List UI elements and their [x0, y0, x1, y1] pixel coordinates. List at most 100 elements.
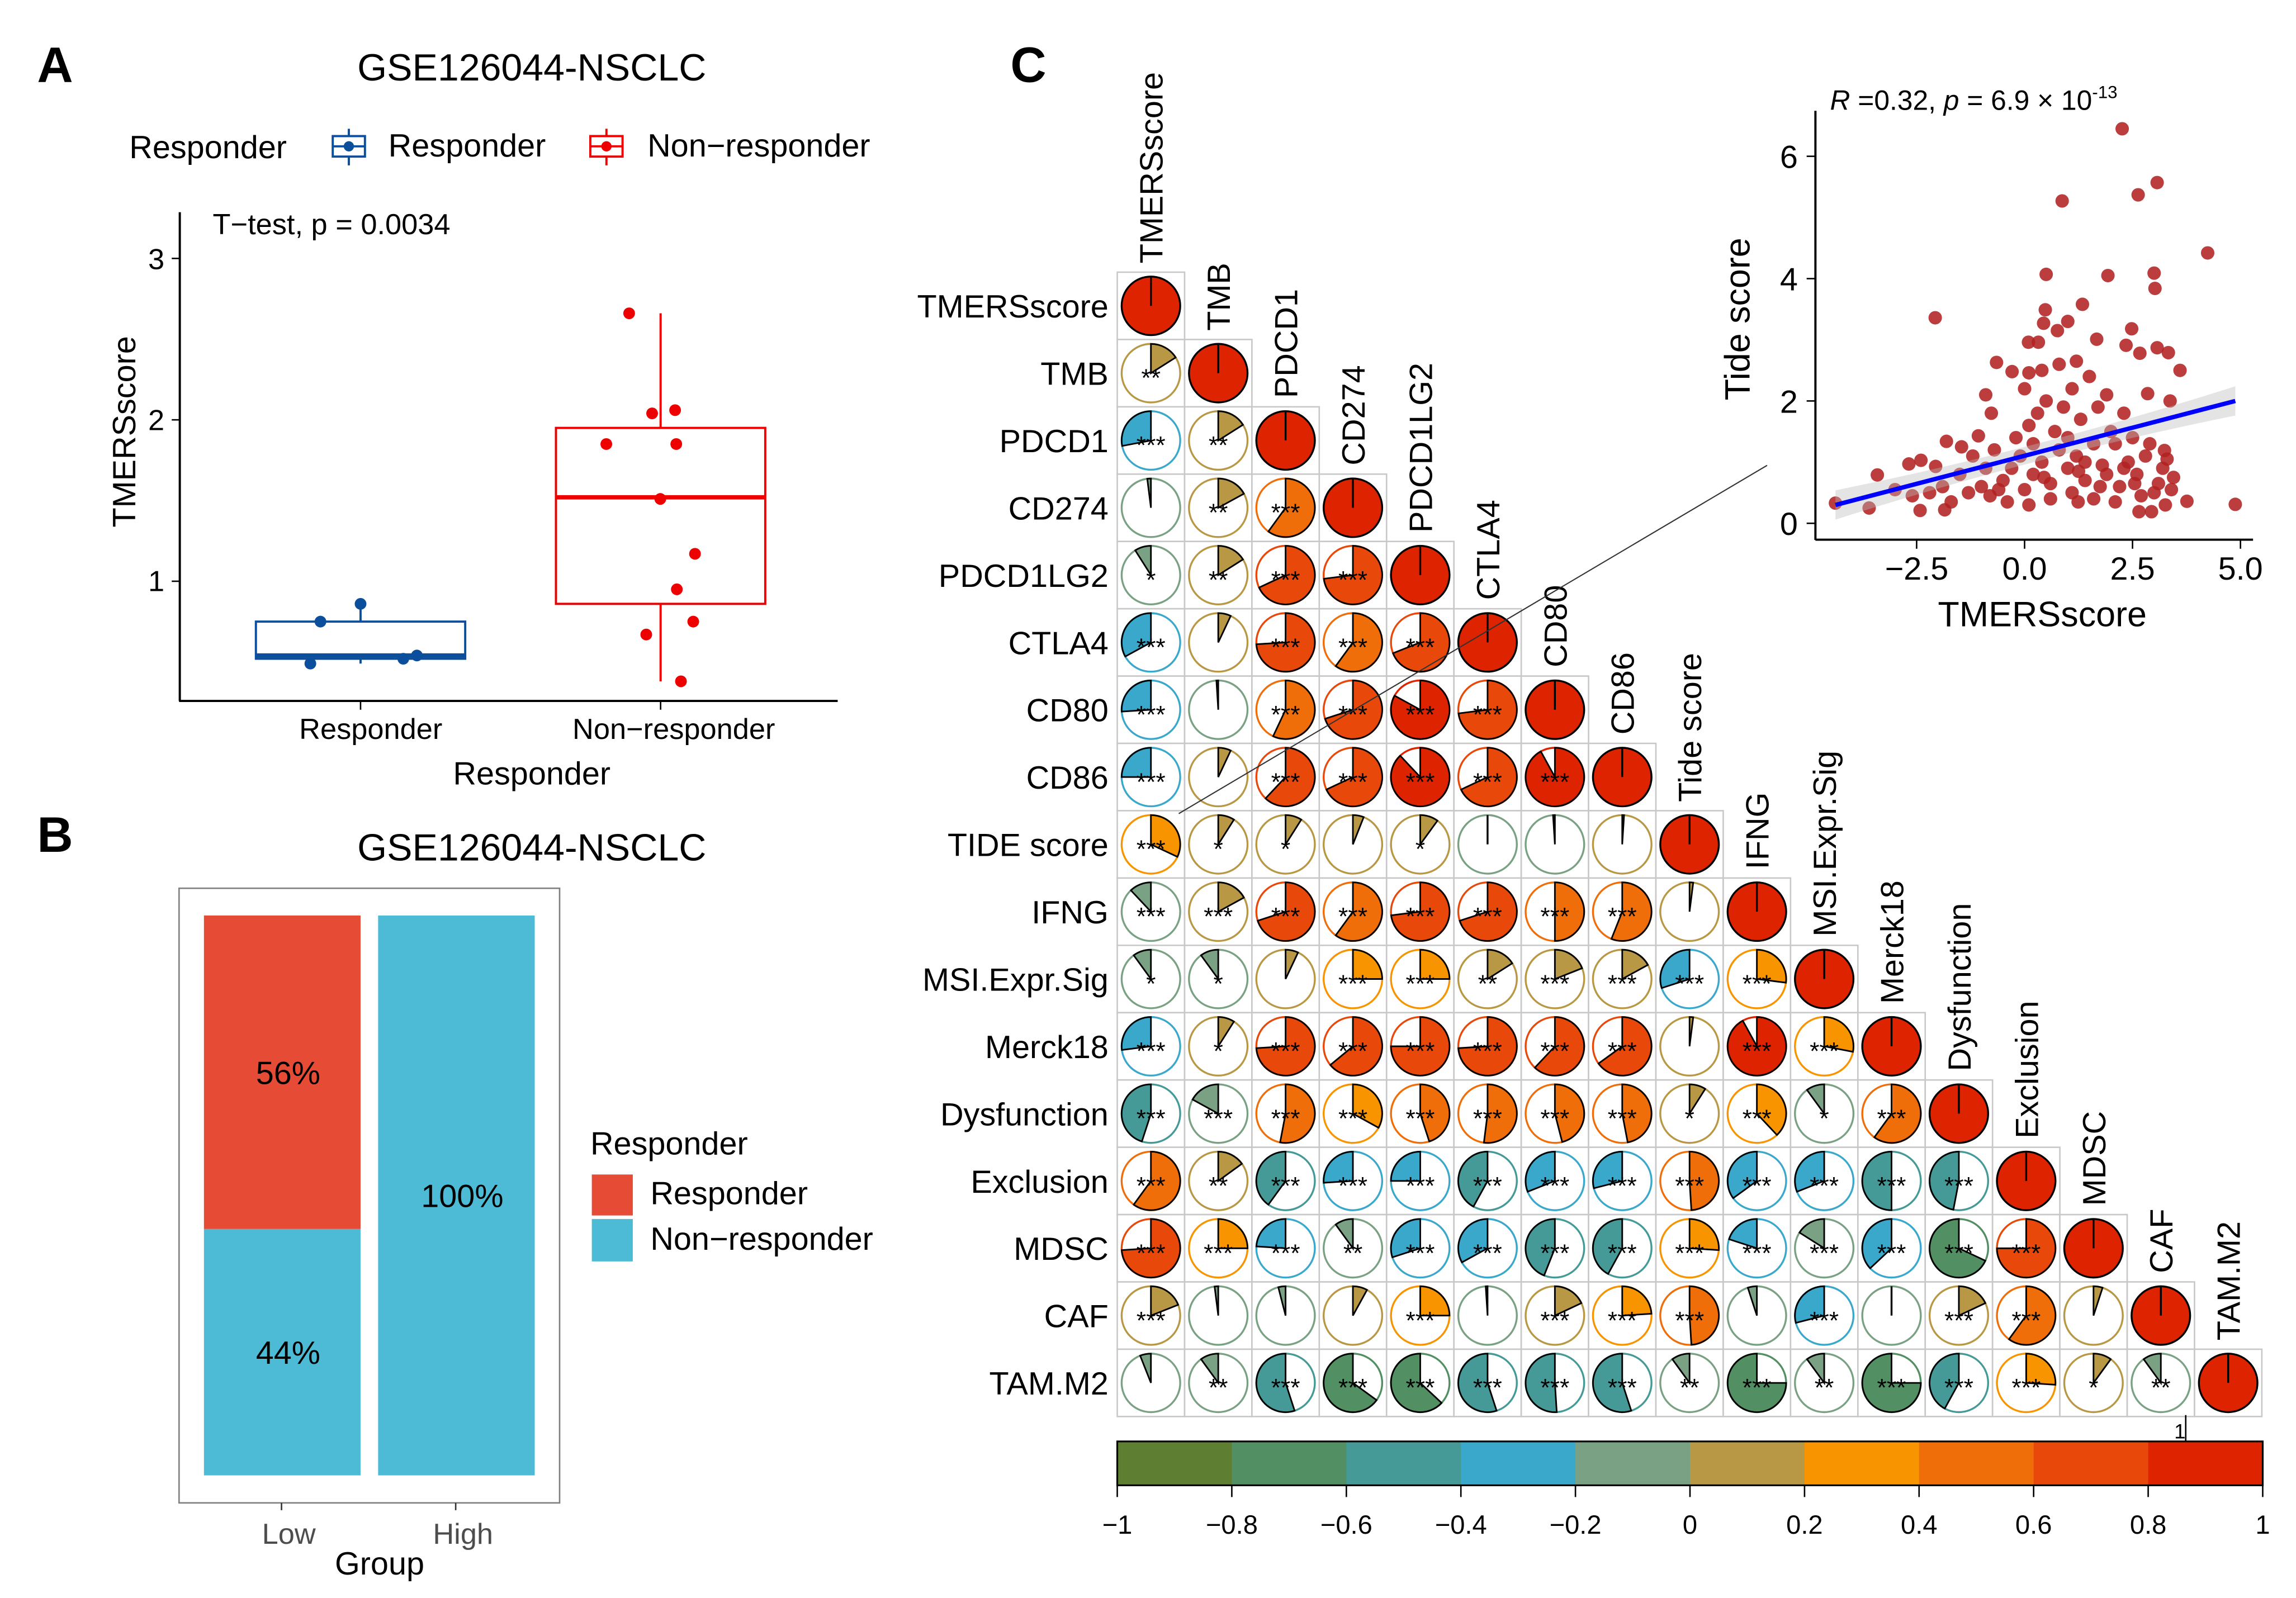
pie-wedge — [1352, 1285, 1369, 1316]
scatter-point — [2143, 437, 2157, 451]
scatter-point — [2070, 354, 2084, 368]
pie-wedge — [1726, 1151, 1758, 1199]
panel-b-title: GSE126044-NSCLC — [357, 826, 706, 869]
significance-stars: *** — [1137, 1105, 1166, 1132]
pie-wedge — [1267, 477, 1316, 538]
row-label: CTLA4 — [1009, 625, 1109, 661]
significance-stars: * — [1214, 836, 1223, 863]
data-point — [675, 675, 687, 687]
significance-stars: *** — [1608, 1105, 1637, 1132]
significance-stars: *** — [1743, 1038, 1772, 1065]
significance-stars: *** — [1338, 903, 1367, 931]
pie-wedge — [1120, 1218, 1181, 1279]
pie-wedge — [1150, 343, 1177, 375]
scatter-point — [2051, 324, 2065, 338]
pie-wedge — [2025, 1353, 2057, 1386]
significance-stars: * — [1685, 1105, 1694, 1132]
scatter-point — [1914, 453, 1928, 467]
x-tick-label: Low — [262, 1518, 316, 1550]
pie-wedge — [1592, 1353, 1632, 1413]
significance-stars: *** — [1473, 1172, 1502, 1199]
bar-value-label: 100% — [421, 1179, 503, 1215]
scatter-point — [2055, 194, 2069, 208]
pie-wedge — [1756, 949, 1787, 984]
colorbar-tick-label: −0.8 — [1206, 1510, 1258, 1539]
significance-stars: *** — [1540, 1307, 1569, 1334]
significance-stars: *** — [1137, 634, 1166, 661]
scatter-point — [1929, 459, 1943, 473]
pie-wedge — [1794, 1285, 1825, 1324]
pie-wedge — [1323, 1151, 1354, 1184]
pie-wedge — [1806, 1083, 1825, 1116]
bar-segment — [378, 915, 535, 1476]
column-label: PDCD1LG2 — [1403, 363, 1439, 533]
pie-wedge — [1726, 1016, 1787, 1077]
significance-stars: *** — [1743, 1240, 1772, 1267]
pie-wedge — [1279, 1083, 1316, 1144]
significance-stars: *** — [1137, 1240, 1166, 1267]
significance-stars: *** — [1405, 701, 1435, 728]
pie-wedge — [1150, 814, 1181, 858]
row-label: PDCD1LG2 — [939, 558, 1109, 594]
pie-wedge — [1419, 814, 1439, 847]
y-tick-label: 2 — [148, 405, 164, 437]
colorbar-segment — [1232, 1441, 1347, 1486]
pie-wedge — [1552, 814, 1556, 845]
significance-stars: *** — [1405, 1240, 1435, 1267]
pie-wedge — [1285, 814, 1303, 847]
column-label: PDCD1 — [1269, 289, 1305, 398]
scatter-point — [2160, 452, 2174, 466]
significance-stars: *** — [1271, 634, 1300, 661]
pie-wedge — [1255, 612, 1316, 673]
pie-wedge — [1129, 881, 1152, 914]
significance-stars: *** — [1137, 903, 1166, 931]
column-label: CAF — [2144, 1209, 2180, 1273]
x-tick-label: 5.0 — [2218, 551, 2263, 587]
significance-stars: *** — [1608, 1038, 1637, 1065]
legend-title: Responder — [590, 1126, 748, 1162]
pie-wedge — [1419, 949, 1451, 980]
y-axis-title: Tide score — [1719, 238, 1758, 400]
scatter-point — [2108, 495, 2122, 509]
pie-wedge — [1525, 1218, 1556, 1277]
column-label: MDSC — [2077, 1111, 2113, 1206]
pie-wedge — [1200, 949, 1219, 981]
column-label: Merck18 — [1874, 880, 1910, 1004]
significance-stars: *** — [1743, 1172, 1772, 1199]
significance-stars: *** — [1944, 1240, 1973, 1267]
scatter-point — [2125, 430, 2139, 445]
significance-stars: *** — [1540, 970, 1569, 998]
significance-stars: *** — [1338, 970, 1367, 998]
pie-wedge — [1798, 1218, 1825, 1250]
colorbar-tick-label: 0.6 — [2015, 1510, 2052, 1539]
significance-stars: *** — [1675, 1307, 1704, 1334]
scatter-point — [2035, 455, 2049, 469]
significance-stars: *** — [1810, 1172, 1839, 1199]
scatter-point — [2030, 406, 2044, 420]
colorbar-segment — [1117, 1441, 1233, 1486]
data-point — [640, 628, 652, 641]
significance-stars: ** — [1343, 1240, 1363, 1267]
significance-stars: *** — [1540, 1038, 1569, 1065]
significance-stars: *** — [1338, 1038, 1367, 1065]
scatter-point — [2018, 382, 2032, 396]
colorbar: −1 −0.8 −0.6 −0.4 −0.2 0 0.2 0.4 0.6 0.8 1 1 — [1102, 1415, 2270, 1539]
scatter-point — [2018, 483, 2032, 497]
significance-stars: *** — [1405, 1105, 1435, 1132]
regression-line — [1835, 399, 2236, 508]
pie-wedge — [1258, 545, 1316, 605]
pie-wedge — [1592, 1218, 1623, 1275]
significance-stars: *** — [1540, 903, 1569, 931]
pie-wedge — [1688, 881, 1694, 912]
significance-stars: *** — [1473, 1374, 1502, 1402]
scatter-point — [2032, 335, 2046, 349]
significance-stars: *** — [1743, 1374, 1772, 1402]
scatter-point — [2065, 382, 2079, 396]
scatter-point — [2228, 497, 2242, 511]
pie-wedge — [1264, 747, 1316, 807]
pie-wedge — [1485, 1285, 1489, 1316]
pie-wedge — [1390, 1151, 1421, 1182]
scatter-point — [1928, 311, 1942, 325]
